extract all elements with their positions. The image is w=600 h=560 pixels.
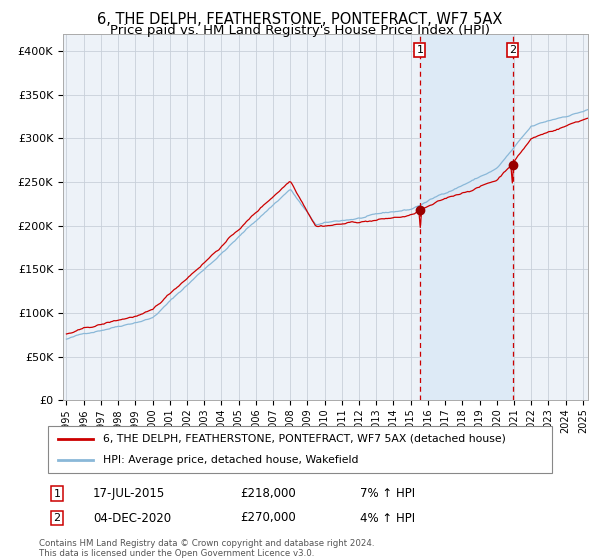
Text: 7% ↑ HPI: 7% ↑ HPI [360, 487, 415, 501]
Text: Contains HM Land Registry data © Crown copyright and database right 2024.
This d: Contains HM Land Registry data © Crown c… [39, 539, 374, 558]
Text: Price paid vs. HM Land Registry's House Price Index (HPI): Price paid vs. HM Land Registry's House … [110, 24, 490, 37]
Text: 6, THE DELPH, FEATHERSTONE, PONTEFRACT, WF7 5AX (detached house): 6, THE DELPH, FEATHERSTONE, PONTEFRACT, … [103, 434, 506, 444]
Text: 2: 2 [509, 45, 516, 55]
Text: 6, THE DELPH, FEATHERSTONE, PONTEFRACT, WF7 5AX: 6, THE DELPH, FEATHERSTONE, PONTEFRACT, … [97, 12, 503, 27]
Text: HPI: Average price, detached house, Wakefield: HPI: Average price, detached house, Wake… [103, 455, 359, 465]
Text: 04-DEC-2020: 04-DEC-2020 [93, 511, 171, 525]
Bar [420, 34, 512, 400]
Text: 1: 1 [53, 489, 61, 499]
FancyBboxPatch shape [48, 426, 552, 473]
Text: 1: 1 [416, 45, 424, 55]
Text: £218,000: £218,000 [240, 487, 296, 501]
Text: 2: 2 [53, 513, 61, 523]
Text: £270,000: £270,000 [240, 511, 296, 525]
Text: 4% ↑ HPI: 4% ↑ HPI [360, 511, 415, 525]
Text: 17-JUL-2015: 17-JUL-2015 [93, 487, 165, 501]
